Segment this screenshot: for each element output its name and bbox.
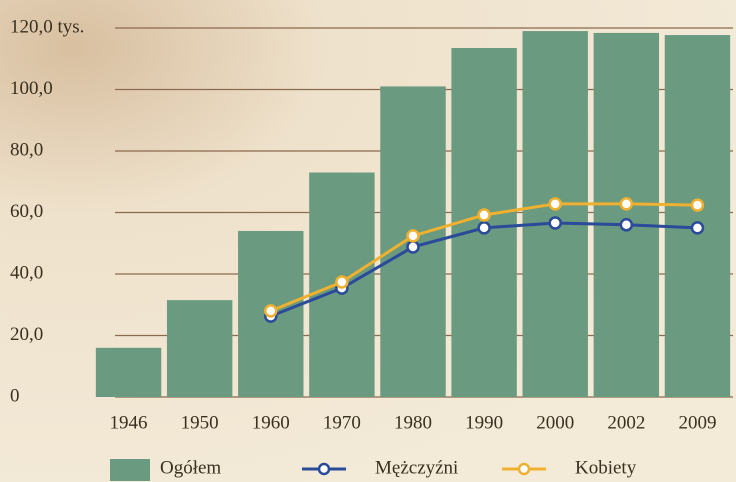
bar	[594, 33, 659, 397]
bar	[167, 300, 232, 397]
y-tick-label: 20,0	[10, 324, 43, 345]
legend-swatch	[519, 464, 529, 474]
x-tick-label: 1960	[252, 412, 290, 433]
x-tick-label: 1946	[110, 412, 148, 433]
x-tick-label: 1950	[181, 412, 219, 433]
point	[479, 222, 490, 233]
y-tick-label: 100,0	[10, 78, 53, 99]
x-tick-label: 1990	[465, 412, 503, 433]
y-tick-label: 120,0 tys.	[10, 16, 84, 37]
y-tick-label: 80,0	[10, 139, 43, 160]
point	[550, 198, 561, 209]
legend-label: Mężczyźni	[375, 457, 458, 478]
point	[621, 219, 632, 230]
y-tick-label: 0	[10, 385, 20, 406]
point	[408, 230, 419, 241]
bar	[96, 348, 161, 397]
point	[265, 305, 276, 316]
x-tick-label: 2000	[536, 412, 574, 433]
x-tick-label: 1980	[394, 412, 432, 433]
bar	[665, 35, 730, 397]
x-tick-label: 2002	[607, 412, 645, 433]
x-tick-label: 1970	[323, 412, 361, 433]
y-tick-label: 40,0	[10, 262, 43, 283]
y-tick-label: 60,0	[10, 201, 43, 222]
point	[621, 198, 632, 209]
legend-label: Kobiety	[575, 457, 637, 478]
point	[550, 217, 561, 228]
legend-swatch	[110, 459, 150, 481]
point	[336, 276, 347, 287]
legend-label: Ogółem	[160, 457, 221, 478]
point	[692, 200, 703, 211]
point	[479, 209, 490, 220]
point	[408, 241, 419, 252]
x-tick-label: 2009	[678, 412, 716, 433]
legend-swatch	[319, 464, 329, 474]
bar	[523, 31, 588, 397]
chart: 0 20,0 40,0 60,0 80,0 100,0 120,0 tys. 1946 1950…	[0, 0, 736, 482]
point	[692, 222, 703, 233]
